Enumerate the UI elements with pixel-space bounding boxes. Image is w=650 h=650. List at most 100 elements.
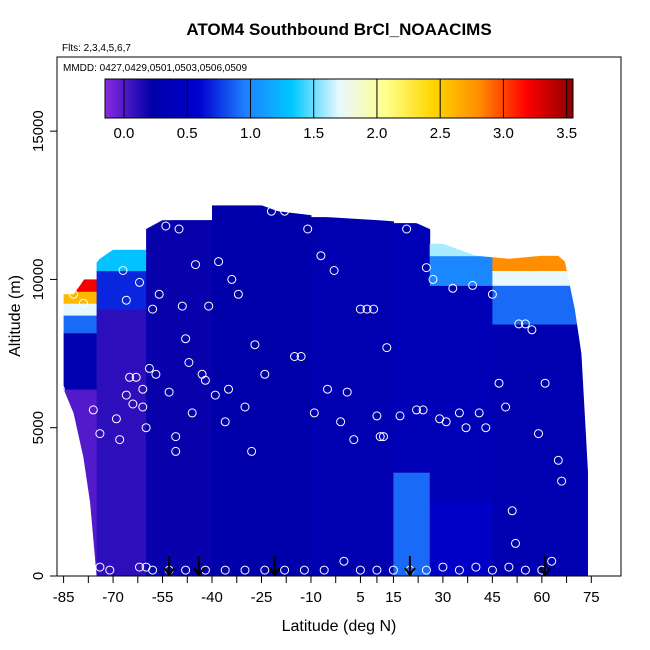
observation-point	[501, 402, 511, 412]
observation-point	[511, 538, 520, 548]
colorbar-tick-label: 0.0	[114, 125, 135, 142]
observation-point	[540, 378, 550, 388]
observation-point	[181, 565, 191, 575]
observation-point	[421, 565, 431, 575]
observation-point	[299, 565, 309, 575]
profile-arrow	[539, 556, 551, 577]
x-tick-label: 15	[385, 589, 402, 606]
observation-point	[507, 506, 517, 516]
observation-point	[200, 375, 210, 385]
observation-point	[296, 352, 306, 361]
observation-point	[355, 304, 365, 314]
observation-point	[240, 565, 250, 575]
field-cell	[63, 303, 98, 316]
observation-point	[280, 565, 290, 575]
observation-point	[95, 562, 105, 572]
field-cell	[63, 291, 98, 304]
field-cell	[96, 309, 147, 577]
observation-point	[148, 304, 158, 314]
observation-point	[349, 435, 359, 445]
observation-point	[461, 423, 471, 433]
observation-point	[220, 417, 230, 427]
x-tick-label: -10	[300, 589, 322, 606]
observation-point	[428, 274, 438, 284]
observation-point	[154, 289, 164, 299]
observation-point	[128, 399, 138, 409]
x-tick-label: 30	[435, 589, 452, 606]
field-cell	[212, 205, 312, 577]
observation-point	[144, 363, 154, 373]
observation-point	[418, 405, 428, 415]
field-cell	[63, 389, 98, 577]
observation-point	[402, 224, 412, 234]
x-tick-label: -25	[251, 589, 273, 606]
observation-point	[125, 372, 135, 382]
observation-point	[227, 274, 237, 284]
observation-point	[131, 372, 141, 382]
x-tick-label: 5	[356, 589, 364, 606]
observation-point	[260, 369, 270, 379]
observation-point	[316, 251, 326, 261]
y-tick-label: 15000	[30, 110, 47, 152]
observation-markers	[55, 206, 567, 575]
observation-point	[138, 402, 148, 412]
observation-point	[260, 565, 270, 575]
x-tick-label: 60	[533, 589, 550, 606]
observation-point	[527, 325, 537, 335]
profile-arrow	[268, 556, 281, 577]
observation-point	[266, 206, 276, 216]
observation-point	[247, 446, 257, 456]
observation-point	[355, 565, 365, 575]
observation-point	[474, 408, 484, 418]
profile-arrows	[163, 556, 551, 577]
observation-point	[187, 408, 197, 418]
observation-point	[441, 417, 451, 427]
observation-point	[88, 405, 98, 415]
observation-point	[395, 411, 405, 421]
colorbar-tick-label: 2.0	[367, 125, 388, 142]
observation-point	[240, 402, 250, 412]
observation-point	[323, 384, 332, 394]
observation-point	[454, 565, 464, 575]
observation-point	[412, 405, 421, 415]
observation-point	[171, 432, 181, 442]
profile-arrow	[193, 556, 205, 577]
observation-point	[121, 390, 131, 400]
colorbar-tick-label: 1.0	[240, 125, 261, 142]
observation-point	[448, 283, 458, 293]
colorbar-tick-label: 0.5	[177, 125, 198, 142]
observation-point	[468, 280, 478, 290]
observation-point	[379, 432, 388, 442]
x-tick-label: -85	[53, 589, 75, 606]
flights-note: Flts: 2,3,4,5,6,7	[62, 43, 131, 54]
x-tick-label: 45	[484, 589, 501, 606]
profile-arrow	[404, 556, 416, 577]
y-tick-label: 5000	[30, 411, 47, 444]
x-tick-label: 75	[583, 589, 600, 606]
observation-point	[375, 432, 385, 442]
field-cell	[96, 270, 147, 310]
observation-point	[504, 562, 514, 572]
observation-point	[454, 408, 464, 418]
colorbar-gradient	[104, 78, 574, 119]
observation-point	[329, 266, 339, 275]
y-axis-label: Altitude (m)	[7, 275, 24, 357]
observation-point	[557, 476, 567, 486]
observation-point	[181, 334, 191, 344]
x-tick-label: -70	[102, 589, 124, 606]
colorbar-tick-label: 3.0	[493, 125, 514, 142]
observation-point	[319, 565, 329, 575]
observation-point	[487, 289, 497, 299]
observation-point	[115, 435, 125, 445]
observation-point	[438, 562, 448, 572]
field-cell	[63, 279, 98, 292]
field-cell	[393, 472, 431, 577]
observation-point	[369, 304, 379, 314]
dates-note: MMDD: 0427,0429,0501,0503,0506,0509	[63, 63, 247, 74]
field-cell	[492, 270, 589, 286]
profile-arrow	[163, 556, 175, 577]
observation-point	[151, 369, 161, 379]
field-cell	[63, 315, 98, 334]
observation-point	[250, 340, 260, 350]
observation-point	[520, 319, 530, 329]
